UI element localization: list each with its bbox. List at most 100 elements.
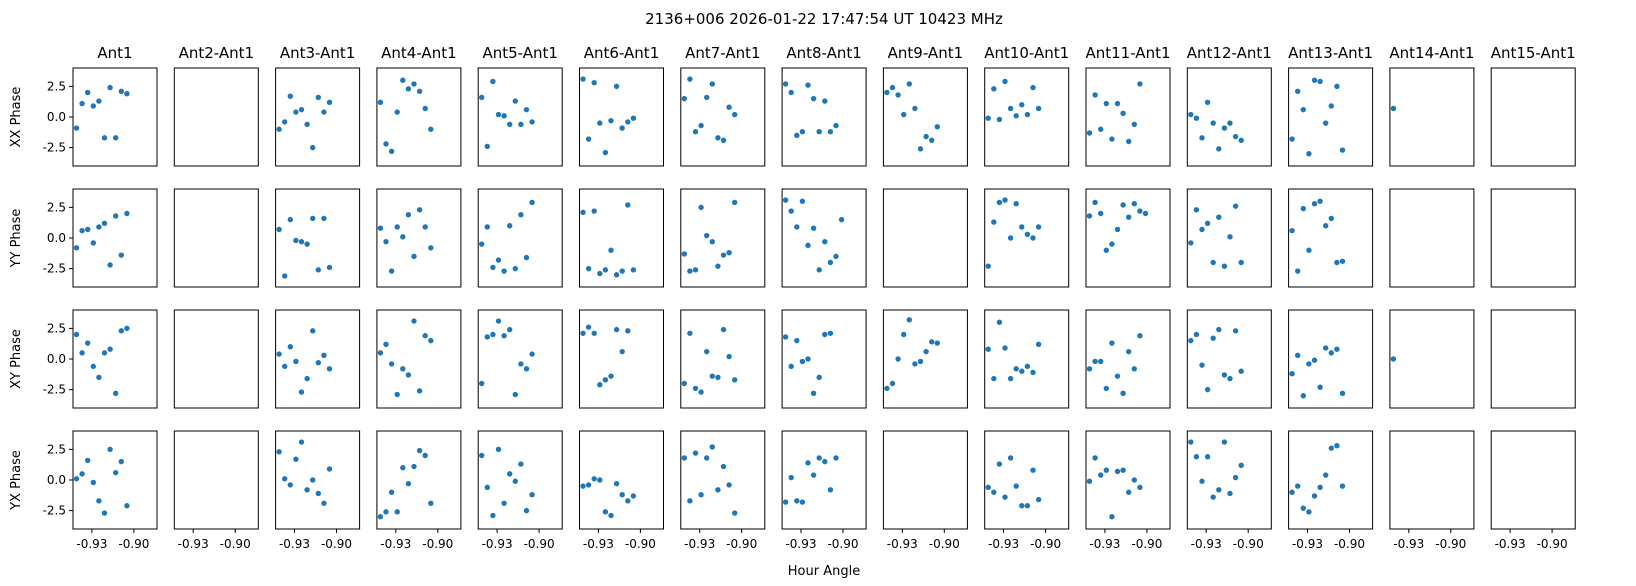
subplot-panel [1288, 188, 1374, 288]
data-point [113, 213, 119, 219]
data-point [720, 463, 727, 470]
panel-frame [173, 188, 259, 288]
data-point [321, 352, 327, 359]
x-tick-label: -0.90 [524, 537, 555, 551]
data-point [1002, 345, 1008, 351]
panel-frame [477, 67, 563, 167]
data-point [1238, 259, 1244, 266]
data-point [1120, 110, 1126, 117]
data-point [495, 257, 502, 263]
data-point [985, 346, 991, 352]
data-point [996, 461, 1003, 467]
subplot-panel [781, 188, 867, 288]
data-point [810, 225, 817, 231]
data-point [1238, 368, 1244, 374]
data-point [512, 478, 518, 484]
data-point [597, 120, 603, 126]
data-point [1221, 263, 1228, 269]
data-point [1232, 203, 1239, 209]
subplot-panel: -0.93 -0.90 [376, 430, 462, 551]
data-point [326, 466, 333, 472]
data-point [1035, 496, 1042, 503]
panel-frame [173, 67, 259, 167]
y-tick-label: 2.5 [47, 200, 66, 214]
panel-frame [1389, 188, 1475, 288]
data-point [484, 484, 490, 491]
data-point [929, 339, 935, 345]
data-point [794, 132, 800, 139]
data-point [523, 507, 530, 514]
panel-frame [1389, 309, 1475, 409]
subplot-panel [477, 188, 563, 288]
data-point [810, 390, 817, 396]
data-point [315, 490, 321, 497]
subplot-panel [680, 188, 766, 288]
data-point [602, 149, 609, 156]
subplot-panel [477, 67, 563, 167]
data-point [608, 512, 614, 519]
data-point [1126, 138, 1132, 145]
data-point [287, 344, 293, 350]
panel-frame [984, 309, 1070, 409]
data-point [619, 268, 625, 274]
data-point [1131, 477, 1138, 483]
data-point [282, 476, 288, 482]
data-point [1334, 443, 1340, 449]
data-point [113, 135, 119, 141]
data-point [411, 318, 417, 324]
data-point [1221, 372, 1228, 378]
data-point [1188, 439, 1194, 445]
data-point [1317, 198, 1323, 204]
panel-frame [984, 67, 1070, 167]
subplot-panel: -0.93 -0.90 [984, 430, 1070, 551]
data-point [698, 122, 704, 129]
data-point [720, 137, 727, 143]
data-point [512, 391, 518, 398]
data-point [523, 106, 530, 113]
data-point [591, 80, 597, 86]
data-point [416, 88, 423, 94]
data-point [692, 385, 699, 392]
panel-frame [1288, 188, 1374, 288]
data-point [411, 253, 417, 260]
data-point [1103, 385, 1110, 392]
data-point [608, 373, 614, 379]
data-point [484, 224, 490, 230]
subplot-panel: -0.93 -0.90 [579, 430, 664, 551]
data-point [816, 267, 822, 273]
data-point [507, 471, 513, 477]
data-point [889, 380, 896, 387]
data-point [101, 510, 108, 516]
data-point [96, 224, 102, 230]
column-title: Ant1 [97, 44, 132, 62]
panel-frame [680, 67, 766, 167]
subplot-panel [781, 67, 867, 167]
data-point [732, 199, 738, 206]
data-point [1311, 493, 1318, 499]
data-point [1390, 105, 1397, 112]
subplot-panel [1389, 67, 1475, 167]
y-tick-label: -2.5 [43, 383, 66, 397]
data-point [816, 129, 822, 135]
panel-frame [680, 430, 766, 530]
data-point [608, 247, 614, 253]
data-point [1007, 375, 1014, 382]
panel-frame [1085, 188, 1171, 288]
subplot-panel [477, 309, 563, 409]
panel-frame [1288, 430, 1374, 530]
data-point [805, 460, 811, 466]
data-point [400, 234, 406, 240]
data-point [1238, 462, 1244, 468]
data-point [833, 455, 839, 461]
x-tick-label: -0.93 [1089, 537, 1120, 551]
data-point [1103, 247, 1110, 253]
data-point [1131, 201, 1138, 207]
subplot-panel: -0.93 -0.90 [1085, 430, 1171, 551]
data-point [1007, 105, 1014, 112]
data-point [276, 449, 282, 455]
data-point [1295, 483, 1301, 489]
data-point [1013, 201, 1019, 207]
panel-frame [173, 309, 259, 409]
panel-frame [984, 430, 1070, 530]
